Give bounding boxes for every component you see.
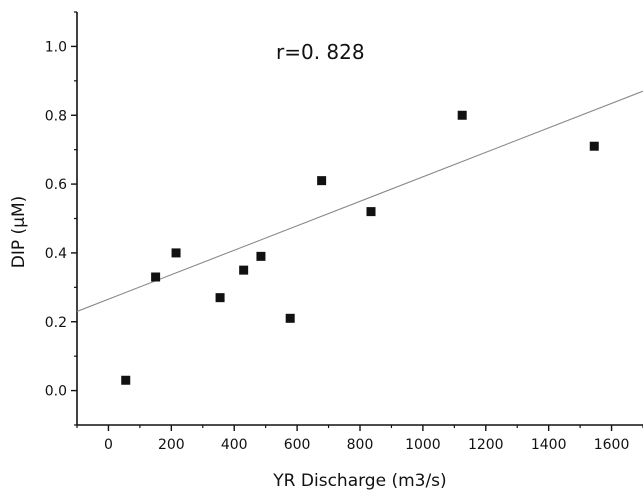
y-tick-label: 0.4	[45, 246, 67, 262]
data-point	[285, 313, 295, 323]
x-tick-label: 1200	[468, 437, 504, 453]
y-axis-title: DIP (μM)	[9, 196, 29, 269]
trendline	[76, 90, 643, 312]
x-tick-label: 1000	[405, 437, 441, 453]
x-tick-label: 0	[104, 437, 113, 453]
y-tick-label: 0.2	[45, 315, 67, 331]
correlation-annotation: r=0. 828	[276, 40, 365, 64]
y-tick-label: 1.0	[45, 39, 67, 55]
axes	[76, 12, 643, 426]
data-point	[256, 251, 266, 261]
data-points	[121, 110, 599, 385]
data-point	[215, 293, 225, 303]
x-tick-label: 800	[347, 437, 374, 453]
x-axis-title: YR Discharge (m3/s)	[272, 471, 446, 491]
data-point	[589, 141, 599, 151]
x-tick-label: 400	[221, 437, 248, 453]
tick-labels: 0 200 400 600 800 1000 1200 1400 1600 0.0 0.2 0.4 0.…	[45, 39, 630, 453]
x-tick-label: 1600	[594, 437, 630, 453]
y-tick-label: 0.0	[45, 384, 67, 400]
x-tick-label: 200	[158, 437, 185, 453]
y-tick-label: 0.8	[45, 108, 67, 124]
data-point	[317, 176, 327, 186]
y-tick-label: 0.6	[45, 177, 67, 193]
tick-marks	[71, 11, 643, 431]
data-point	[239, 265, 249, 275]
data-point	[457, 110, 467, 120]
data-point	[151, 272, 161, 282]
data-point	[366, 207, 376, 217]
x-tick-label: 600	[284, 437, 311, 453]
trendline-group	[76, 90, 643, 312]
data-point	[171, 248, 181, 258]
x-tick-label: 1400	[531, 437, 567, 453]
data-point	[121, 375, 131, 385]
